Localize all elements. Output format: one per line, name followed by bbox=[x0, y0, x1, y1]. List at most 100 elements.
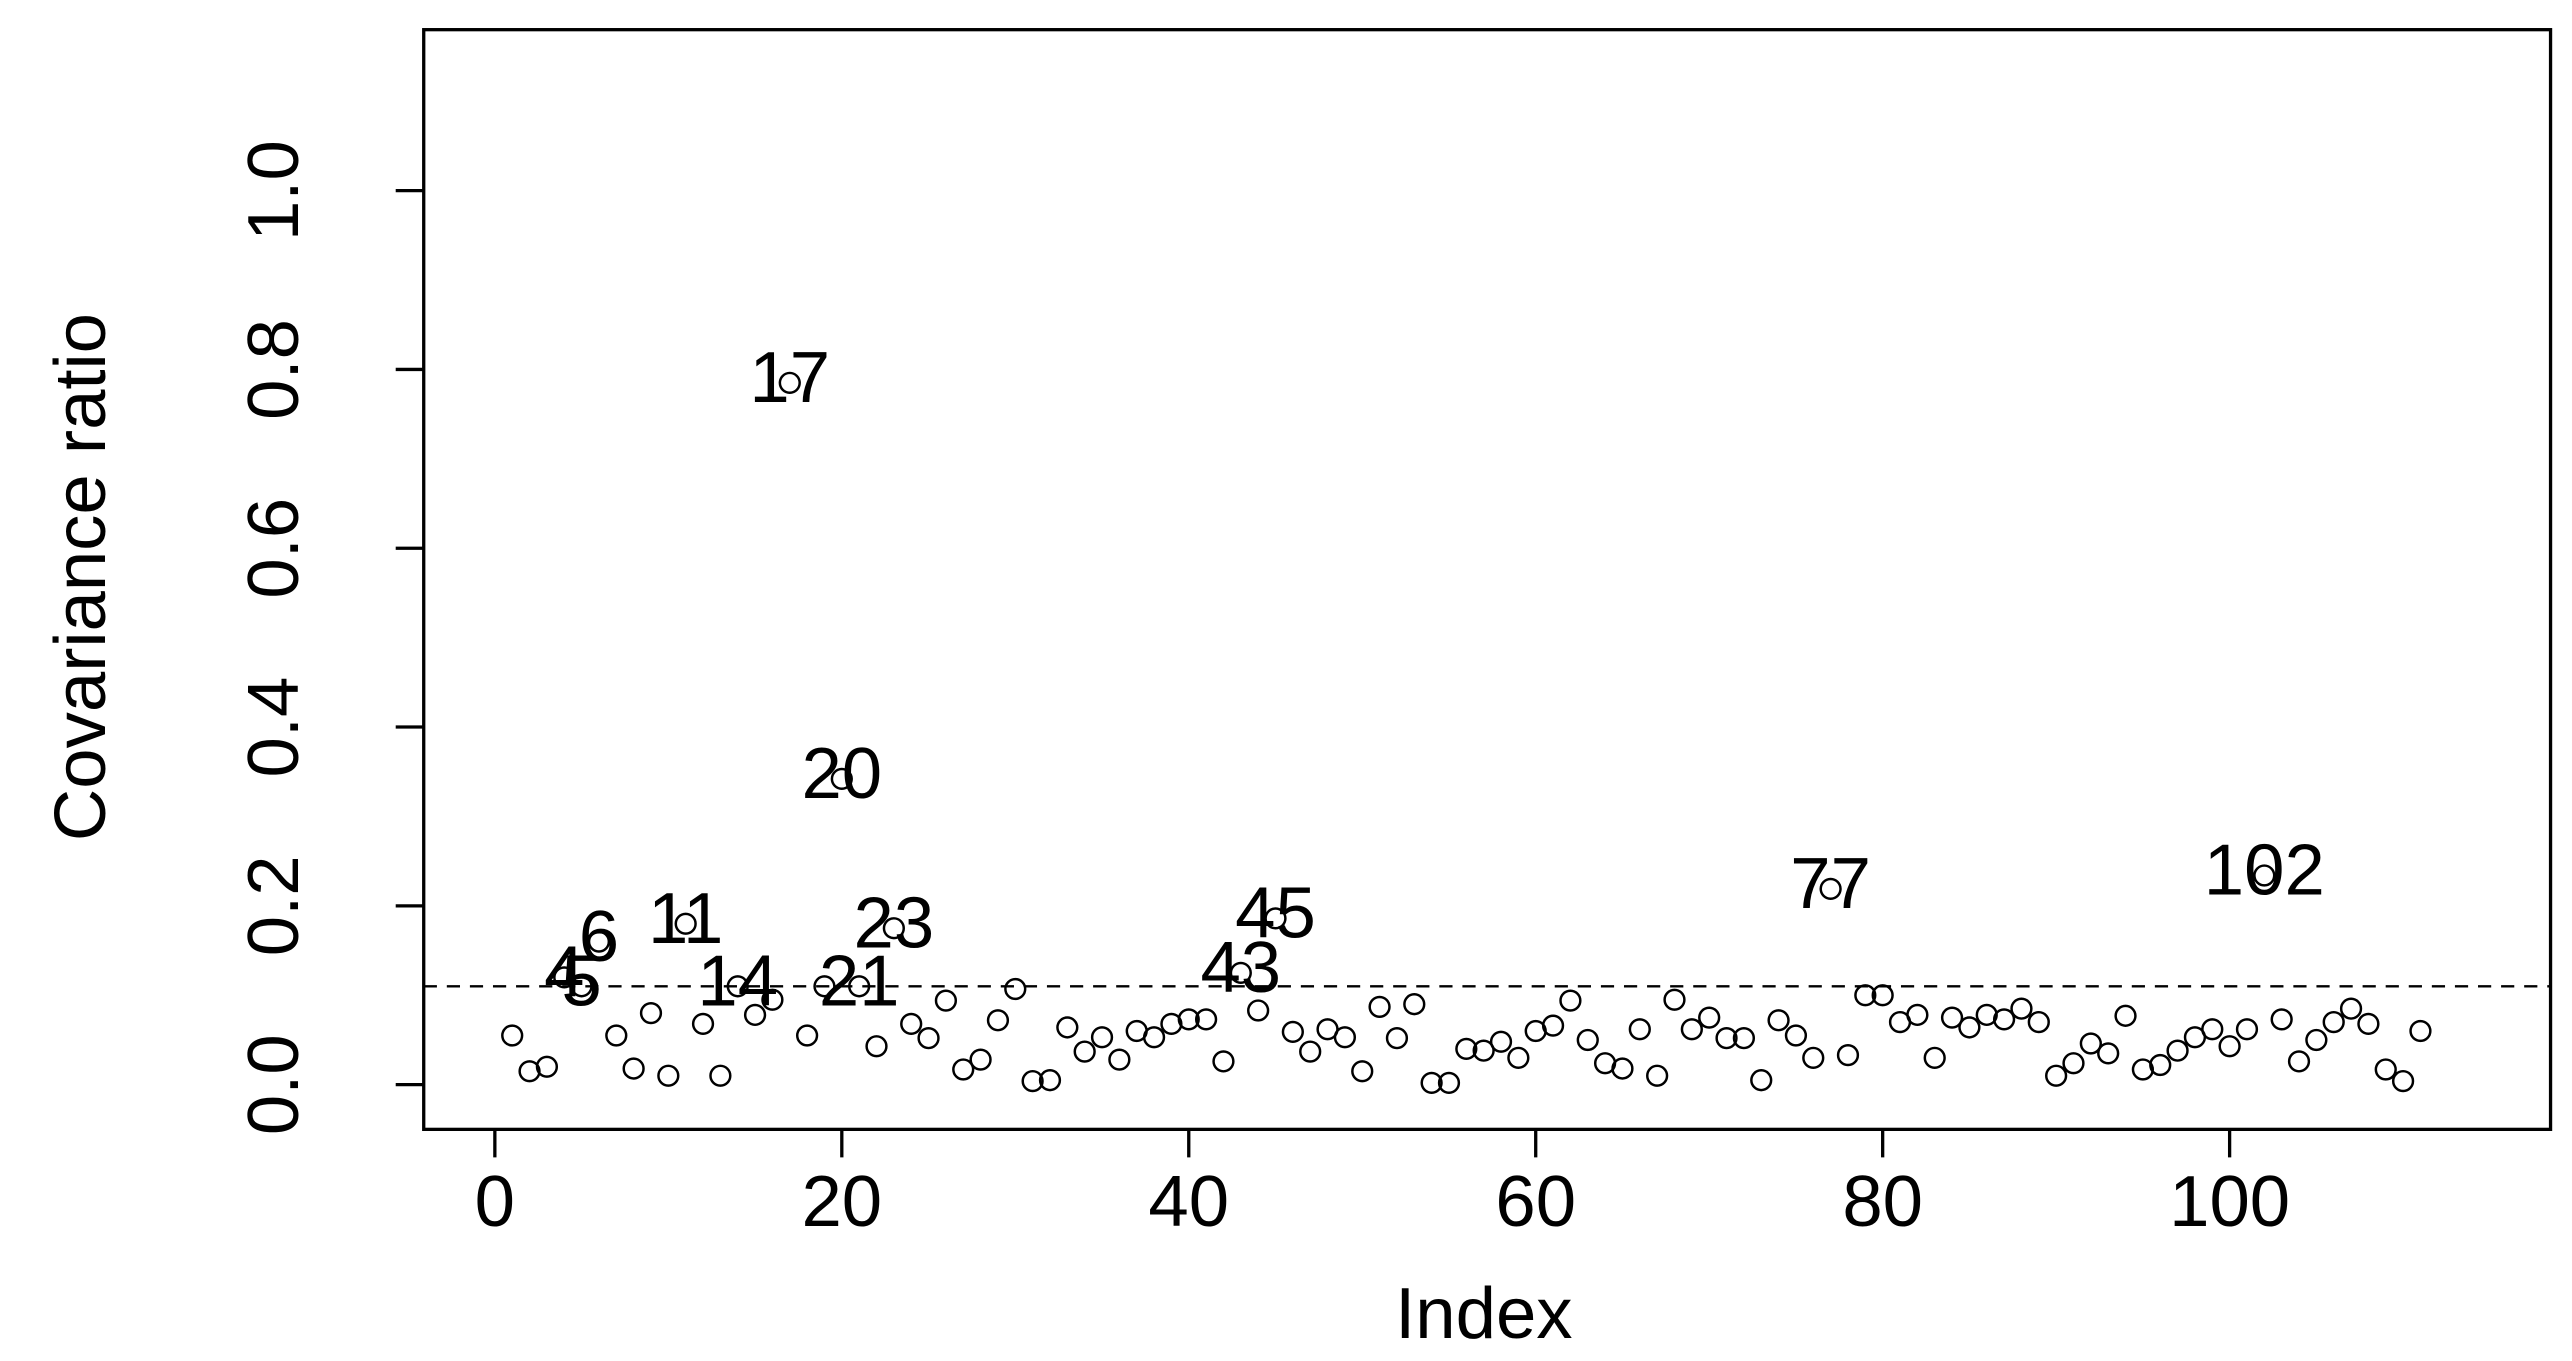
y-tick-label: 0.6 bbox=[233, 498, 314, 599]
x-tick-label: 40 bbox=[1148, 1161, 1229, 1242]
point bbox=[2079, 1032, 2102, 1055]
plot-box bbox=[422, 28, 2553, 1132]
point bbox=[1194, 1008, 1218, 1031]
point bbox=[709, 1064, 732, 1087]
point bbox=[2253, 864, 2276, 887]
point bbox=[2010, 997, 2033, 1020]
point bbox=[986, 1009, 1010, 1032]
y-tick-label: 0.2 bbox=[233, 855, 314, 956]
x-tick-label: 0 bbox=[475, 1161, 515, 1242]
point bbox=[2166, 1039, 2189, 1062]
point bbox=[1455, 1037, 1478, 1061]
point bbox=[1767, 1009, 1790, 1032]
point bbox=[1021, 1069, 1044, 1093]
point-label: 77 bbox=[1790, 843, 1871, 924]
point bbox=[848, 975, 871, 998]
point bbox=[501, 1024, 524, 1047]
point bbox=[1420, 1071, 1443, 1094]
point bbox=[1489, 1030, 1513, 1053]
point bbox=[1073, 1040, 1096, 1063]
point bbox=[1715, 1027, 1738, 1050]
point bbox=[2357, 1012, 2380, 1035]
point bbox=[587, 930, 611, 953]
point bbox=[1576, 1028, 1599, 1052]
point bbox=[1750, 1069, 1773, 1092]
point bbox=[813, 975, 836, 998]
point bbox=[1698, 1006, 1721, 1029]
point bbox=[761, 988, 784, 1011]
point bbox=[1940, 1006, 1964, 1029]
point bbox=[2374, 1058, 2397, 1081]
point bbox=[2045, 1064, 2068, 1087]
point bbox=[1264, 907, 1287, 930]
point bbox=[2270, 1008, 2293, 1031]
point bbox=[1212, 1050, 1235, 1073]
y-tick-label: 0.8 bbox=[233, 319, 314, 420]
point bbox=[1090, 1026, 1114, 1049]
point bbox=[830, 767, 853, 791]
point bbox=[726, 975, 749, 998]
point bbox=[2235, 1018, 2259, 1041]
point bbox=[2201, 1018, 2224, 1041]
point bbox=[1732, 1027, 1756, 1050]
point bbox=[2027, 1010, 2050, 1034]
point bbox=[1923, 1046, 1946, 1069]
point bbox=[605, 1024, 628, 1047]
point bbox=[2114, 1004, 2137, 1027]
y-axis-label: Covariance ratio bbox=[40, 313, 121, 841]
point bbox=[1628, 1018, 1651, 1041]
point bbox=[1784, 1024, 1808, 1047]
point bbox=[1299, 1040, 1322, 1063]
x-tick-label: 60 bbox=[1495, 1161, 1576, 1242]
point bbox=[2409, 1019, 2432, 1043]
point bbox=[2149, 1053, 2172, 1077]
point-label: 4 bbox=[544, 932, 584, 1013]
point bbox=[1507, 1046, 1530, 1069]
point bbox=[1385, 1027, 1409, 1050]
point bbox=[1802, 1046, 1825, 1069]
point bbox=[1472, 1039, 1495, 1062]
point bbox=[674, 912, 697, 935]
point bbox=[1611, 1057, 1634, 1080]
point bbox=[553, 966, 576, 989]
point bbox=[1281, 1020, 1304, 1044]
point bbox=[1437, 1071, 1461, 1094]
point bbox=[882, 917, 905, 940]
point bbox=[2062, 1052, 2085, 1075]
point bbox=[865, 1035, 888, 1058]
point bbox=[1906, 1003, 1929, 1027]
point bbox=[1038, 1069, 1062, 1092]
x-axis-label: Index bbox=[1395, 1273, 1572, 1354]
point-label: 23 bbox=[854, 882, 935, 963]
point bbox=[1871, 984, 1894, 1007]
point bbox=[1836, 1044, 1860, 1067]
point bbox=[2097, 1042, 2120, 1065]
point-label: 14 bbox=[697, 940, 778, 1021]
point bbox=[795, 1024, 819, 1047]
point bbox=[1680, 1018, 1703, 1041]
point bbox=[1819, 877, 1842, 900]
point bbox=[2218, 1035, 2241, 1058]
point bbox=[657, 1064, 680, 1087]
point bbox=[2322, 1010, 2345, 1034]
point bbox=[1958, 1016, 1981, 1039]
point bbox=[1108, 1048, 1131, 1071]
point-label: 45 bbox=[1235, 873, 1316, 954]
point bbox=[1854, 984, 1877, 1007]
y-tick-label: 1.0 bbox=[233, 140, 314, 241]
point-label: 102 bbox=[2204, 830, 2325, 911]
point bbox=[778, 371, 801, 394]
point bbox=[639, 1002, 663, 1025]
point bbox=[969, 1048, 992, 1071]
point bbox=[535, 1055, 559, 1078]
y-tick-label: 0.4 bbox=[233, 677, 314, 778]
point-label: 43 bbox=[1200, 927, 1281, 1008]
point-label: 20 bbox=[801, 733, 882, 814]
x-tick-label: 100 bbox=[2169, 1161, 2290, 1242]
point bbox=[917, 1027, 940, 1050]
point bbox=[2339, 997, 2363, 1020]
point-label: 17 bbox=[749, 337, 830, 418]
point bbox=[2287, 1050, 2311, 1073]
point bbox=[1004, 977, 1027, 1001]
